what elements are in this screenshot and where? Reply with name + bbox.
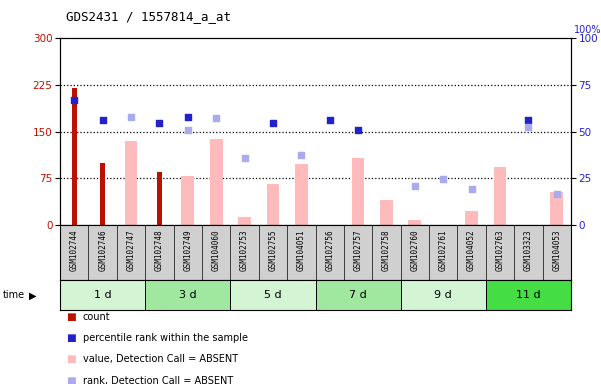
Text: GSM102757: GSM102757 [353,229,362,271]
Point [438,176,448,182]
Point [552,190,561,197]
Point [154,120,164,126]
Point [296,152,306,158]
Bar [409,220,421,225]
Point [212,115,221,121]
Text: GSM102749: GSM102749 [183,229,192,271]
Point [410,182,419,189]
Text: GSM102763: GSM102763 [495,229,504,271]
Point [240,154,249,161]
Text: GSM102758: GSM102758 [382,229,391,271]
Point [126,114,136,120]
Bar [100,162,105,225]
Bar [210,139,222,225]
Bar [72,88,77,225]
Text: time: time [3,290,25,300]
Bar [295,164,308,225]
Point [268,120,278,126]
Text: GSM104053: GSM104053 [552,229,561,271]
Text: 100%: 100% [574,25,601,35]
Point [467,185,477,192]
Text: GSM102748: GSM102748 [155,229,164,271]
Bar [267,184,279,225]
Text: 5 d: 5 d [264,290,282,300]
Text: 3 d: 3 d [179,290,197,300]
Text: 11 d: 11 d [516,290,541,300]
Bar [182,176,194,225]
Text: count: count [83,312,111,322]
Text: GSM102755: GSM102755 [269,229,278,271]
Bar [157,172,162,225]
Point [183,114,192,120]
Bar [486,280,571,310]
Text: GSM102756: GSM102756 [325,229,334,271]
Bar [493,167,507,225]
Text: 9 d: 9 d [435,290,452,300]
Point [523,124,533,130]
Bar [238,217,251,225]
Bar [145,280,230,310]
Point [98,117,108,123]
Bar [551,192,563,225]
Bar [465,211,478,225]
Text: 7 d: 7 d [349,290,367,300]
Bar [230,280,316,310]
Text: ▶: ▶ [29,290,36,300]
Text: percentile rank within the sample: percentile rank within the sample [83,333,248,343]
Bar [124,141,138,225]
Point [70,98,79,104]
Text: GSM102761: GSM102761 [439,229,448,271]
Point [353,127,363,133]
Text: GSM102753: GSM102753 [240,229,249,271]
Text: GSM102746: GSM102746 [98,229,107,271]
Text: GSM104052: GSM104052 [467,229,476,271]
Text: rank, Detection Call = ABSENT: rank, Detection Call = ABSENT [83,376,233,384]
Point [523,117,533,123]
Text: GDS2431 / 1557814_a_at: GDS2431 / 1557814_a_at [66,10,231,23]
Text: GSM104051: GSM104051 [297,229,306,271]
Text: ■: ■ [66,312,76,322]
Bar [401,280,486,310]
Text: GSM102760: GSM102760 [410,229,419,271]
Bar [60,280,145,310]
Text: ■: ■ [66,333,76,343]
Text: value, Detection Call = ABSENT: value, Detection Call = ABSENT [83,354,238,364]
Text: ■: ■ [66,376,76,384]
Text: GSM103323: GSM103323 [524,229,533,271]
Bar [352,157,364,225]
Text: ■: ■ [66,354,76,364]
Point [183,127,192,133]
Text: GSM104060: GSM104060 [212,229,221,271]
Text: GSM102744: GSM102744 [70,229,79,271]
Point [325,117,335,123]
Text: 1 d: 1 d [94,290,111,300]
Text: GSM102747: GSM102747 [127,229,136,271]
Bar [380,200,393,225]
Bar [316,280,401,310]
